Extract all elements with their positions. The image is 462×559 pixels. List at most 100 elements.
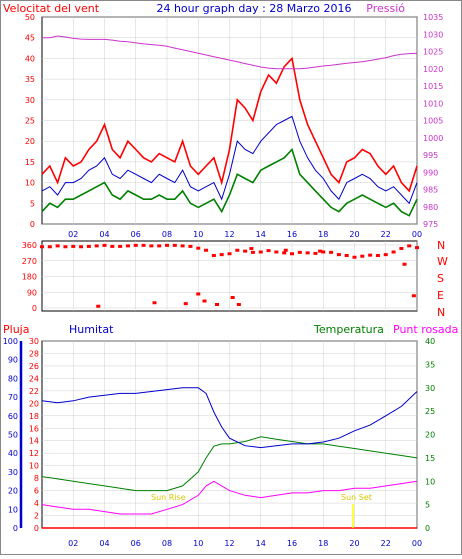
wind-y-tick: 30	[25, 96, 35, 105]
dir-label-s: S	[437, 272, 444, 285]
pressure-y-tick: 985	[423, 186, 438, 195]
direction-point	[250, 250, 255, 254]
temperature-label: Temperatura	[313, 323, 384, 336]
pressure-series-line	[42, 35, 418, 70]
temp-y-tick: 35	[425, 360, 435, 369]
direction-point	[94, 244, 99, 248]
rain-y-tick: 18	[29, 412, 39, 421]
direction-point	[329, 250, 334, 254]
direction-point	[96, 304, 101, 308]
rain-y-tick: 10	[29, 462, 39, 471]
pressure-y-tick: 1005	[423, 117, 443, 126]
graph-title: 24 hour graph day : 28 Marzo 2016	[156, 2, 351, 15]
dir-y-tick: 360	[22, 241, 37, 250]
rain-y-tick: 6	[34, 487, 39, 496]
direction-point	[407, 244, 412, 248]
hum-x-tick: 22	[381, 539, 391, 548]
direction-point	[63, 245, 68, 249]
wind-x-tick: 08	[162, 230, 172, 239]
wind-x-tick: 00	[412, 230, 422, 239]
direction-point	[321, 250, 326, 254]
direction-point	[141, 243, 146, 247]
humidity-y-tick: 60	[8, 412, 18, 421]
wind-x-tick: 14	[256, 230, 266, 239]
direction-point	[290, 252, 294, 256]
direction-point	[391, 250, 396, 254]
direction-point	[133, 243, 138, 247]
direction-point	[305, 251, 310, 255]
direction-point	[399, 247, 404, 250]
dir-y-tick: 270	[22, 257, 37, 266]
rain-y-tick: 4	[34, 499, 39, 508]
hum-x-tick: 16	[287, 539, 297, 548]
temp-y-tick: 20	[425, 431, 435, 440]
direction-point	[352, 255, 357, 259]
wind-x-tick: 20	[349, 230, 359, 239]
direction-point	[258, 250, 263, 254]
humidity-y-tick: 40	[8, 449, 18, 458]
rain-y-tick: 8	[34, 474, 39, 483]
hum-x-tick: 12	[224, 539, 234, 548]
pressure-y-tick: 975	[423, 220, 438, 229]
direction-point	[172, 243, 177, 247]
temperature-series-line	[41, 436, 418, 492]
wind-x-tick: 04	[99, 230, 109, 239]
wind-x-tick: 06	[131, 230, 141, 239]
pressure-y-tick: 1015	[423, 82, 443, 91]
min-series-line	[41, 147, 418, 217]
humidity-y-tick: 80	[8, 374, 18, 383]
direction-point	[152, 301, 157, 305]
sun-rise-label: Sun Rise	[151, 493, 186, 502]
hum-x-tick: 10	[193, 539, 203, 548]
humidity-y-tick: 90	[8, 356, 18, 365]
direction-point	[55, 244, 60, 248]
pressure-y-tick: 1035	[423, 13, 443, 22]
rain-label: Pluja	[3, 323, 29, 336]
wind-y-tick: 40	[25, 54, 35, 63]
wind-y-tick: 25	[25, 117, 35, 126]
sun-set-label: Sun Set	[341, 493, 372, 502]
rain-y-tick: 12	[29, 449, 39, 458]
dir-label-n-bottom: N	[437, 306, 445, 319]
direction-point	[230, 296, 235, 299]
humidity-series-line	[41, 387, 418, 449]
direction-point	[368, 253, 373, 257]
temp-y-tick: 5	[425, 501, 430, 510]
wind-x-tick: 18	[318, 230, 328, 239]
dewpoint-label: Punt rosada	[393, 323, 458, 336]
direction-point	[202, 299, 207, 303]
pressure-y-tick: 1020	[423, 65, 443, 74]
hum-x-tick: 04	[99, 539, 109, 548]
pressure-y-tick: 990	[423, 168, 438, 177]
direction-point	[102, 243, 107, 247]
direction-point	[149, 244, 154, 248]
direction-point	[47, 245, 52, 249]
direction-point	[313, 251, 318, 255]
direction-point	[411, 294, 416, 298]
direction-point	[71, 244, 76, 248]
direction-point	[318, 249, 323, 253]
wind-y-tick: 0	[30, 220, 35, 229]
direction-point	[125, 244, 130, 248]
wind-x-tick: 16	[287, 230, 297, 239]
dir-y-tick: 0	[32, 304, 37, 313]
wind-y-tick: 35	[25, 75, 35, 84]
dir-y-tick: 180	[22, 273, 37, 282]
direction-point	[415, 246, 419, 250]
direction-point	[157, 244, 162, 248]
hum-x-tick: 00	[412, 539, 422, 548]
rain-y-tick: 0	[34, 524, 39, 533]
direction-point	[110, 244, 115, 248]
wind-x-tick: 02	[68, 230, 78, 239]
hum-x-tick: 14	[256, 539, 266, 548]
direction-point	[383, 253, 388, 257]
humidity-y-tick: 50	[8, 431, 18, 440]
rain-y-tick: 24	[29, 374, 39, 383]
pressure-label: Pressió	[366, 2, 405, 15]
pressure-y-tick: 1030	[423, 30, 443, 39]
temp-y-tick: 10	[425, 477, 435, 486]
wind-y-tick: 45	[25, 34, 35, 43]
direction-point	[227, 252, 232, 256]
dir-y-tick: 90	[27, 288, 37, 297]
